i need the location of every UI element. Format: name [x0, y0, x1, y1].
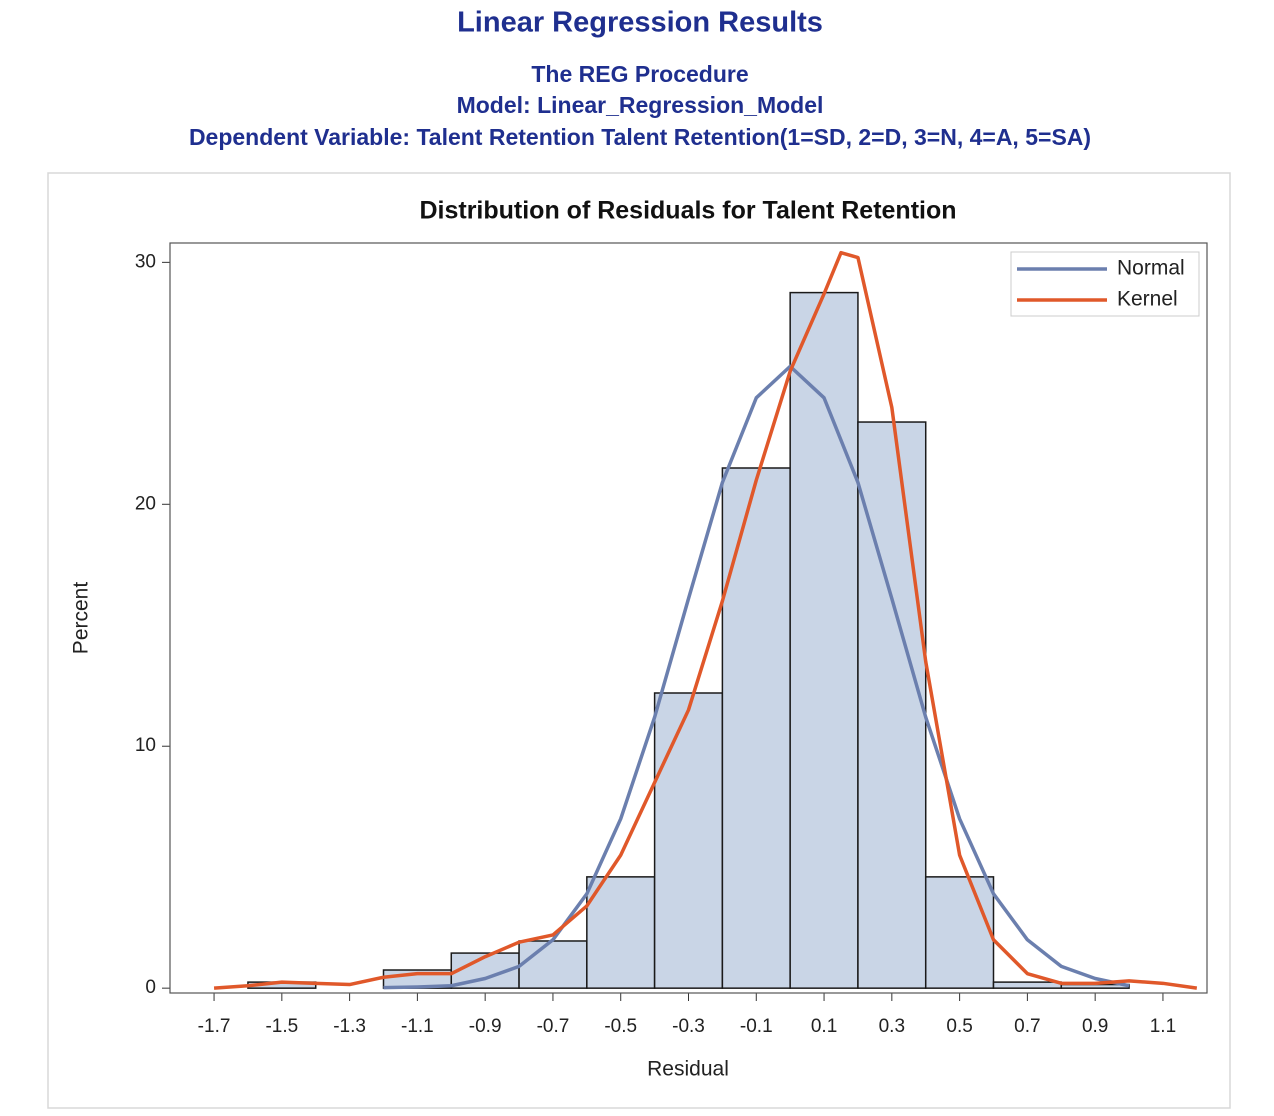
bar [586, 876, 656, 989]
x-tick-label: 0.5 [946, 1016, 972, 1037]
x-tick-label: 1.1 [1150, 1016, 1176, 1037]
x-tick-label: -0.9 [469, 1016, 502, 1037]
x-tick-label: 0.3 [879, 1016, 905, 1037]
x-tick-label: -0.5 [604, 1016, 637, 1037]
x-tick-label: -1.5 [265, 1016, 298, 1037]
x-tick-label: 0.9 [1082, 1016, 1108, 1037]
x-tick-label: -1.1 [401, 1016, 434, 1037]
page-title: Linear Regression Results [457, 7, 823, 39]
x-tick-label: -0.3 [672, 1016, 705, 1037]
bar [518, 940, 588, 989]
x-axis-label: Residual [647, 1058, 729, 1081]
x-tick-label: 0.1 [811, 1016, 837, 1037]
subtitle: Model: Linear_Regression_Model [457, 92, 824, 118]
y-tick-label: 30 [135, 251, 156, 272]
bar [924, 876, 995, 989]
plot-frame [169, 242, 1208, 994]
legend-label: Normal [1117, 257, 1185, 280]
x-tick-label: -1.7 [198, 1016, 231, 1037]
y-tick-label: 0 [145, 977, 156, 998]
y-axis-label: Percent [70, 582, 93, 655]
plot-title: Distribution of Residuals for Talent Ret… [419, 197, 956, 225]
legend-label: Kernel [1117, 288, 1178, 311]
y-tick-label: 20 [135, 493, 156, 514]
bar [653, 692, 724, 989]
density-curve [383, 364, 1130, 990]
density-curve [213, 250, 1198, 990]
subtitle: The REG Procedure [531, 61, 748, 87]
x-tick-label: -1.3 [333, 1016, 366, 1037]
bar [721, 467, 791, 989]
bar [857, 421, 927, 989]
subtitle: Dependent Variable: Talent Retention Tal… [189, 124, 1091, 150]
y-tick-label: 10 [135, 735, 156, 756]
bar [789, 291, 859, 989]
bar [992, 981, 1063, 989]
x-tick-label: -0.1 [740, 1016, 773, 1037]
x-tick-label: 0.7 [1014, 1016, 1040, 1037]
legend-box [1010, 251, 1200, 317]
x-tick-label: -0.7 [537, 1016, 570, 1037]
